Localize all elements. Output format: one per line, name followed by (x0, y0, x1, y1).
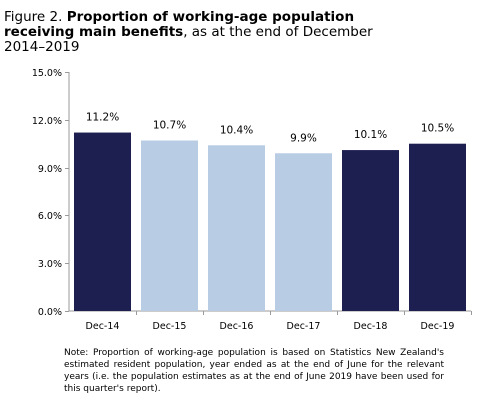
bar (141, 140, 198, 311)
x-tick-label: Dec-17 (287, 321, 321, 332)
y-tick-label: 12.0% (32, 116, 62, 127)
x-tick-label: Dec-16 (220, 321, 254, 332)
data-label: 10.4% (220, 124, 253, 136)
bar (74, 132, 131, 311)
bar (409, 143, 466, 311)
data-label: 10.5% (421, 123, 454, 135)
x-tick-label: Dec-14 (86, 321, 120, 332)
title-bold: Proportion of working-age population rec… (4, 9, 355, 40)
data-label: 10.7% (153, 120, 186, 132)
chart-note: Note: Proportion of working-age populati… (64, 348, 444, 394)
data-label: 9.9% (290, 132, 317, 144)
bar (208, 145, 265, 311)
title-prefix: Figure 2. (4, 9, 67, 25)
data-label: 10.1% (354, 129, 387, 141)
x-tick-label: Dec-15 (153, 321, 187, 332)
y-tick-label: 6.0% (38, 211, 62, 222)
chart-title: Figure 2. Proportion of working-age popu… (4, 10, 414, 55)
x-tick-label: Dec-19 (421, 321, 455, 332)
y-tick-label: 9.0% (38, 164, 62, 175)
y-tick-label: 15.0% (32, 68, 62, 79)
bar (275, 153, 332, 311)
bar-chart: 0.0% 3.0% 6.0% 9.0% 12.0% 15.0% 11.2% Dec-14 10.… (32, 68, 472, 332)
bar (342, 150, 399, 311)
title-suffix: , as at the end of December 2014–2019 (4, 24, 373, 55)
x-tick-label: Dec-18 (354, 321, 388, 332)
y-tick-label: 3.0% (38, 259, 62, 270)
data-label: 11.2% (86, 112, 119, 124)
y-tick-label: 0.0% (38, 307, 62, 318)
